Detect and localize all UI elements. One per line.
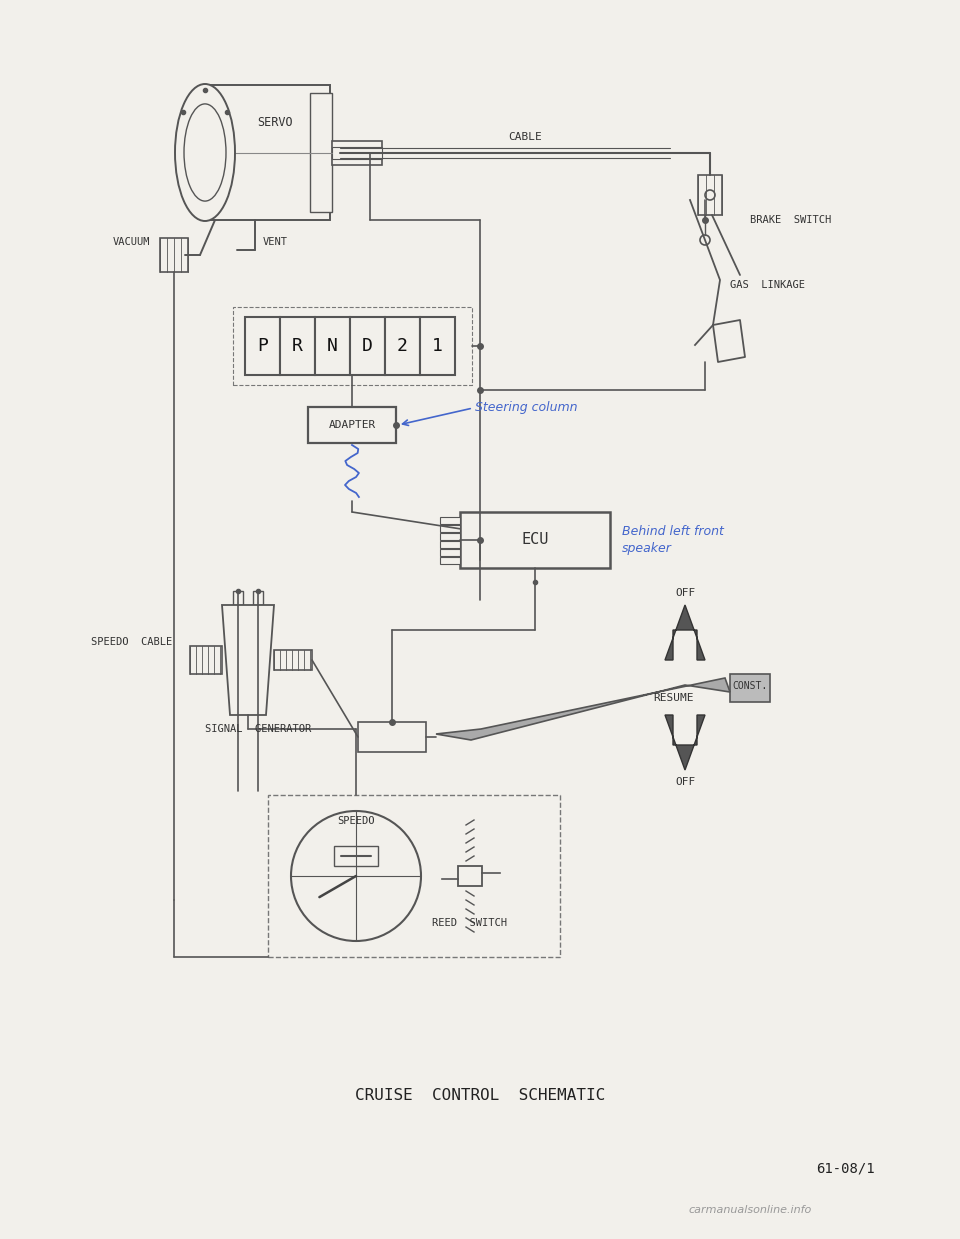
Bar bbox=[440, 517, 460, 524]
Text: REED  SWITCH: REED SWITCH bbox=[433, 918, 508, 928]
Bar bbox=[280, 317, 315, 375]
Bar bbox=[440, 549, 460, 556]
Polygon shape bbox=[222, 605, 274, 715]
Bar bbox=[274, 650, 312, 670]
Text: N: N bbox=[327, 337, 338, 356]
Polygon shape bbox=[665, 605, 705, 660]
Bar bbox=[698, 175, 722, 216]
Bar bbox=[440, 533, 460, 540]
Ellipse shape bbox=[175, 84, 235, 221]
Bar bbox=[160, 238, 188, 273]
Bar bbox=[233, 591, 243, 605]
Bar bbox=[440, 525, 460, 532]
Text: D: D bbox=[362, 337, 372, 356]
Bar bbox=[190, 646, 222, 674]
Text: Behind left front: Behind left front bbox=[622, 525, 724, 538]
Bar bbox=[253, 591, 263, 605]
Text: 1: 1 bbox=[432, 337, 443, 356]
Text: OFF: OFF bbox=[675, 589, 695, 598]
Bar bbox=[245, 317, 280, 375]
Bar bbox=[460, 512, 610, 567]
Bar bbox=[458, 866, 482, 886]
Text: 2: 2 bbox=[397, 337, 408, 356]
Text: VACUUM: VACUUM bbox=[112, 237, 150, 247]
Text: carmanualsonline.info: carmanualsonline.info bbox=[688, 1206, 811, 1215]
Text: CABLE: CABLE bbox=[508, 131, 541, 141]
Polygon shape bbox=[665, 715, 705, 769]
Bar bbox=[268, 795, 560, 957]
Text: P: P bbox=[257, 337, 268, 356]
Bar bbox=[334, 846, 378, 866]
Text: BRAKE  SWITCH: BRAKE SWITCH bbox=[750, 216, 831, 225]
Text: speaker: speaker bbox=[622, 541, 672, 555]
Bar bbox=[440, 541, 460, 548]
Text: SIGNAL  GENERATOR: SIGNAL GENERATOR bbox=[204, 724, 311, 733]
Bar bbox=[358, 722, 426, 752]
Text: RESUME: RESUME bbox=[653, 693, 693, 703]
Text: Steering column: Steering column bbox=[475, 401, 578, 415]
Bar bbox=[420, 317, 455, 375]
Text: SPEEDO  CABLE: SPEEDO CABLE bbox=[91, 637, 172, 647]
Bar bbox=[332, 147, 382, 159]
Bar bbox=[233, 307, 472, 385]
Polygon shape bbox=[436, 678, 730, 740]
Bar bbox=[350, 317, 385, 375]
Text: R: R bbox=[292, 337, 303, 356]
Text: SERVO: SERVO bbox=[257, 116, 293, 129]
Bar bbox=[308, 406, 396, 444]
Text: 61-08/1: 61-08/1 bbox=[816, 1161, 875, 1175]
Text: ADAPTER: ADAPTER bbox=[328, 420, 375, 430]
Bar bbox=[315, 317, 350, 375]
Text: CONST.: CONST. bbox=[732, 681, 768, 691]
Text: GAS  LINKAGE: GAS LINKAGE bbox=[730, 280, 805, 290]
Text: SPEEDO: SPEEDO bbox=[337, 817, 374, 826]
Text: OFF: OFF bbox=[675, 777, 695, 787]
Bar bbox=[385, 317, 420, 375]
Text: VENT: VENT bbox=[263, 237, 288, 247]
Bar bbox=[332, 141, 382, 165]
Bar bbox=[205, 85, 330, 221]
Bar bbox=[730, 674, 770, 703]
Text: ECU: ECU bbox=[521, 533, 549, 548]
Bar bbox=[310, 93, 332, 212]
Bar bbox=[440, 558, 460, 564]
Text: CRUISE  CONTROL  SCHEMATIC: CRUISE CONTROL SCHEMATIC bbox=[355, 1088, 605, 1103]
